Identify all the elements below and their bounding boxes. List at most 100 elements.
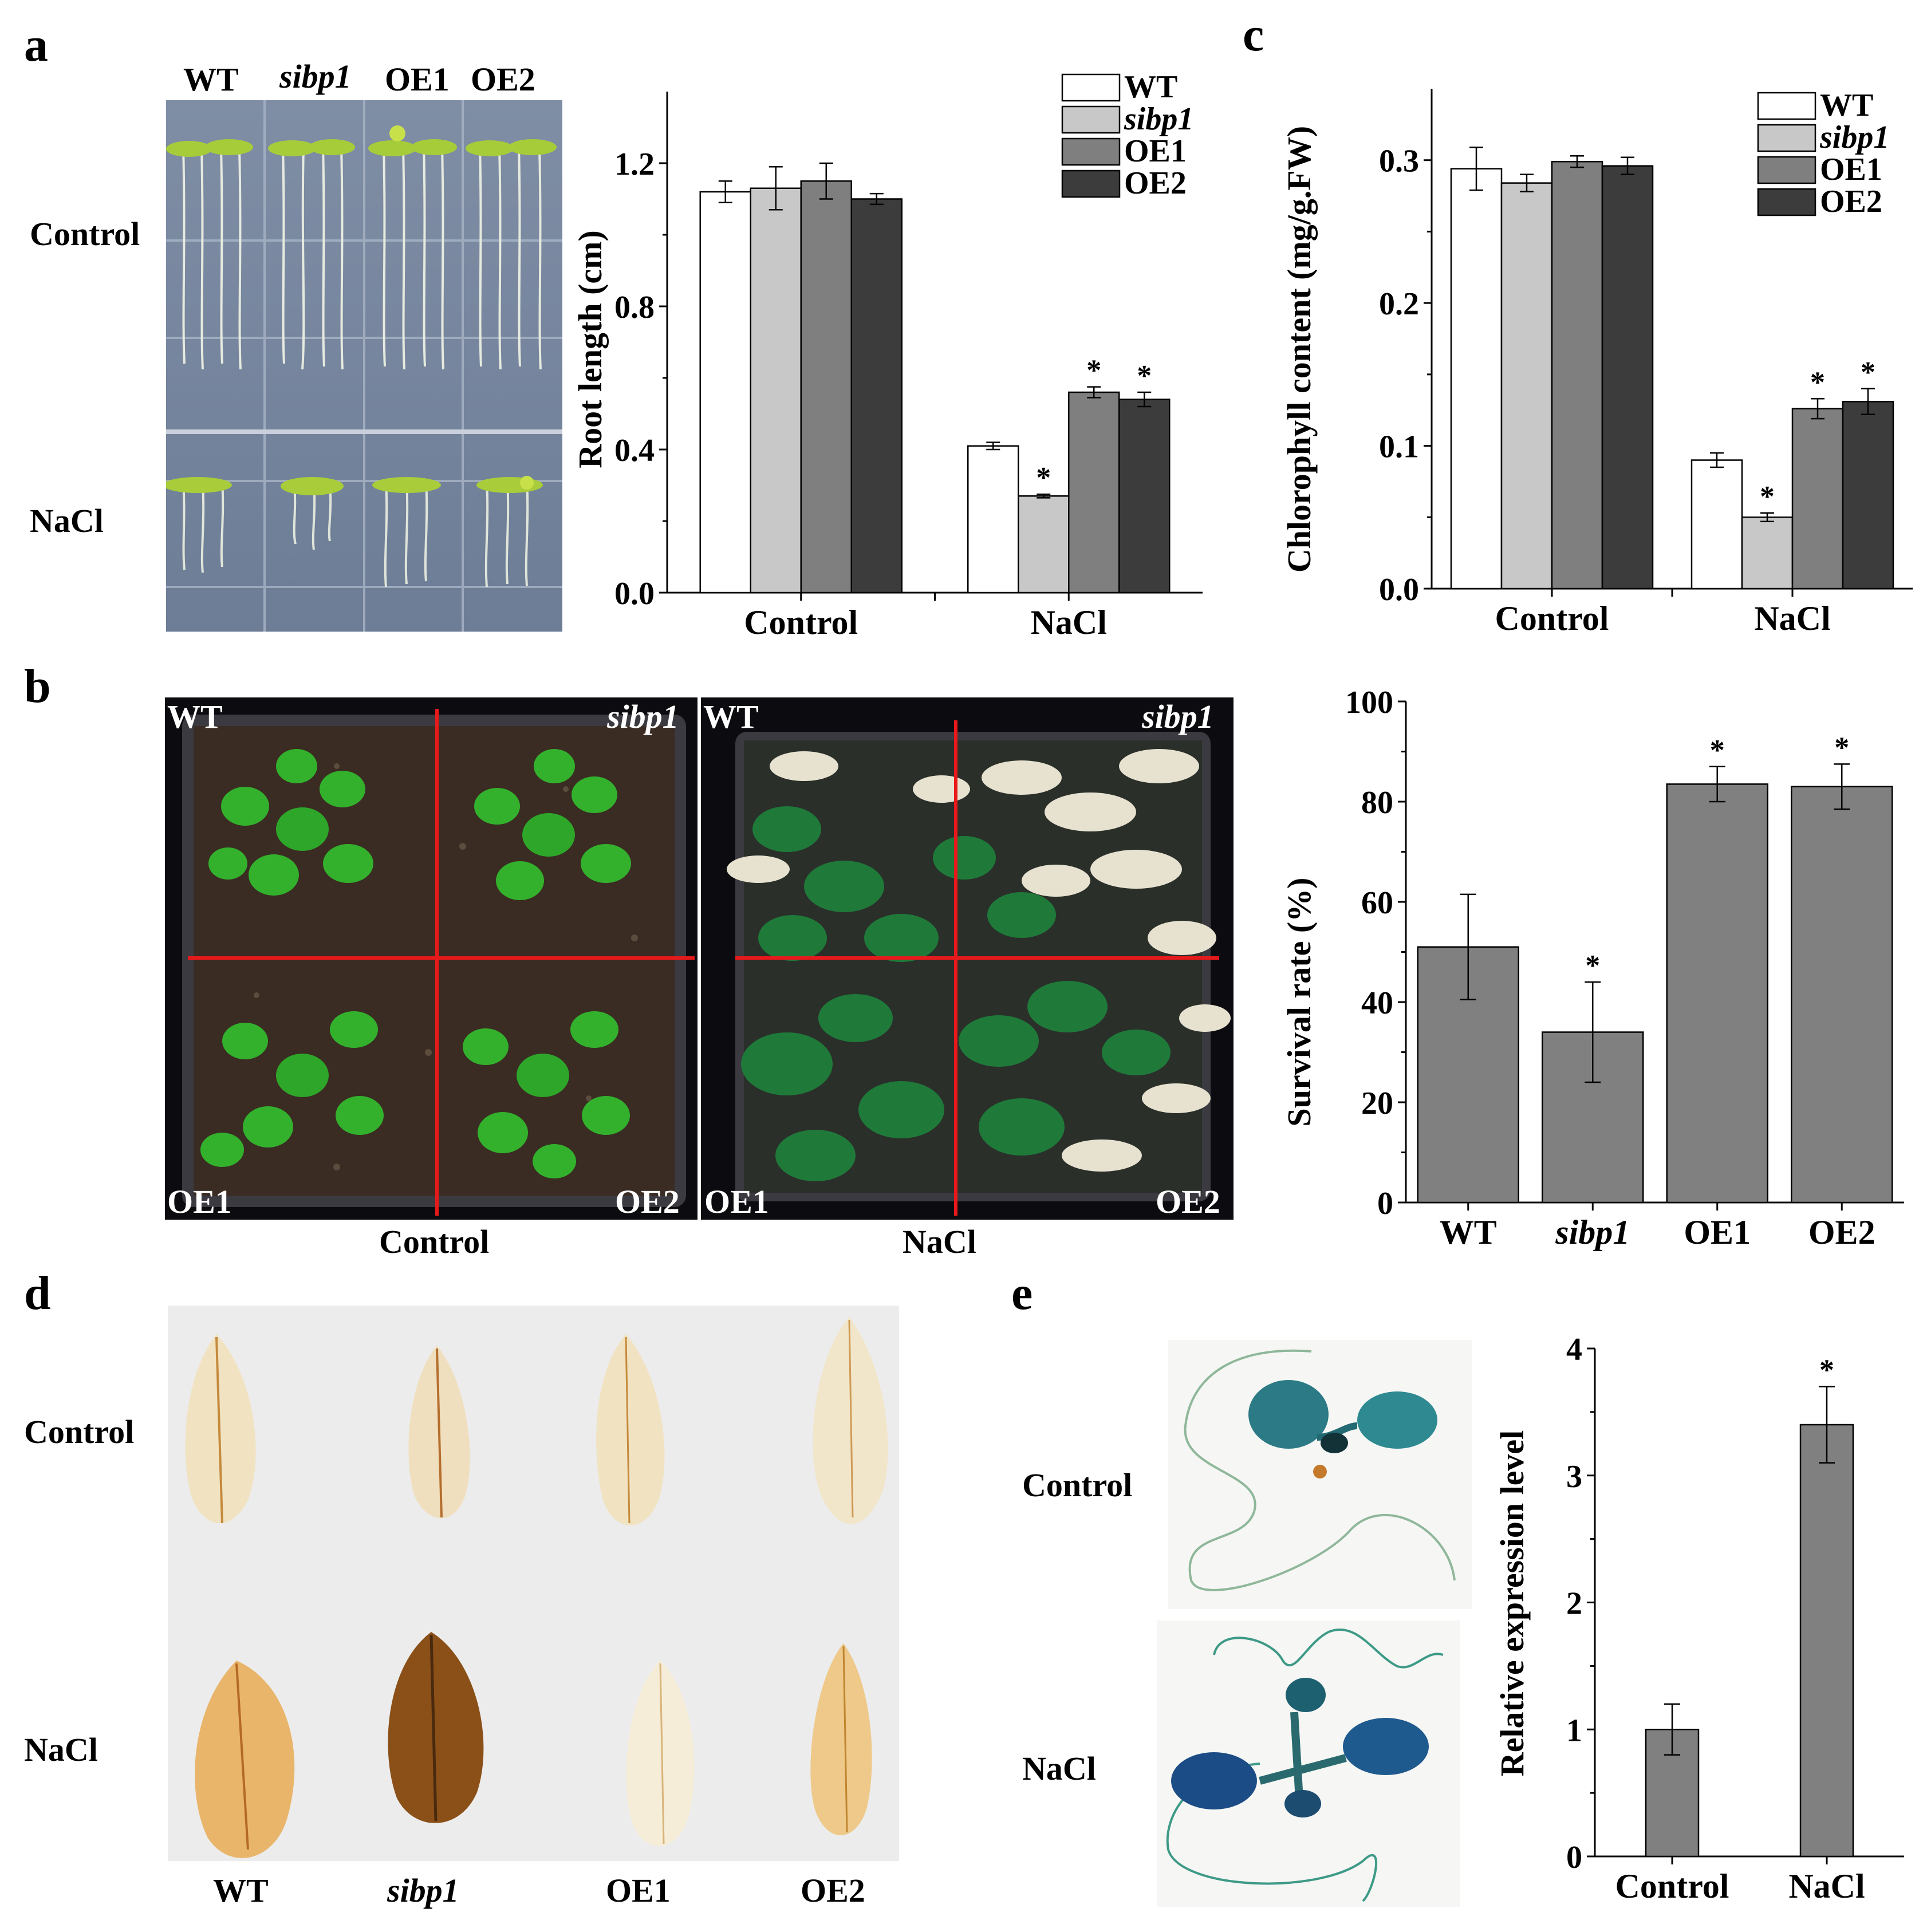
photo-d-col-oe2: OE2 xyxy=(801,1872,865,1909)
root-length-sig-OE1-NaCl: * xyxy=(1086,354,1101,387)
leaf-staining-image xyxy=(168,1306,899,1861)
photo-a-genotype-oe1: OE1 xyxy=(385,61,450,98)
expression-y-tick-label-3: 3 xyxy=(1566,1459,1582,1495)
chlorophyll-legend-label-sibp1: sibp1 xyxy=(1819,120,1889,155)
gus-nacl-image xyxy=(1157,1620,1460,1907)
nacl-tray-label-oe2: OE2 xyxy=(1156,1183,1220,1220)
survival-sig-OE1: * xyxy=(1710,734,1725,767)
chlorophyll-sig-OE2-NaCl: * xyxy=(1861,356,1875,389)
root-length-bar-OE2-NaCl xyxy=(1118,399,1171,594)
photo-d-col-sibp1: sibp1 xyxy=(387,1872,459,1909)
root-length-legend-label-WT: WT xyxy=(1124,69,1177,105)
photo-e-row-control: Control xyxy=(1022,1466,1133,1504)
seedling-plate-image xyxy=(166,100,562,632)
expression-x-label-NaCl: NaCl xyxy=(1788,1867,1865,1905)
photo-d-row-control: Control xyxy=(24,1413,135,1450)
root-length-legend-label-sibp1: sibp1 xyxy=(1124,101,1193,137)
control-tray-label-wt: WT xyxy=(167,698,223,735)
chlorophyll-legend-label-OE1: OE1 xyxy=(1820,152,1882,187)
chlorophyll-y-tick-label-2: 0.2 xyxy=(1379,286,1419,322)
root-length-sig-sibp1-NaCl: * xyxy=(1036,462,1051,494)
nacl-tray-photo xyxy=(701,697,1234,1220)
root-length-bar-OE1-Control xyxy=(800,180,852,594)
survival-x-label-WT: WT xyxy=(1440,1213,1497,1251)
chlorophyll-chart: Chlorophyll content (mg/g.FW) 0.0 0.1 0.2 0… xyxy=(1280,88,1913,637)
nacl-tray-image xyxy=(701,697,1234,1220)
chlorophyll-bar-sibp1-Control xyxy=(1500,182,1553,590)
gus-control-image xyxy=(1168,1340,1472,1609)
chlorophyll-sig-sibp1-NaCl: * xyxy=(1760,480,1775,513)
root-length-y-axis-label: Root length (cm) xyxy=(572,230,609,468)
chlorophyll-legend-label-WT: WT xyxy=(1820,88,1873,123)
chlorophyll-legend-swatch-OE2 xyxy=(1757,188,1816,216)
chlorophyll-legend-swatch-WT xyxy=(1757,92,1816,120)
nacl-tray-label-oe1: OE1 xyxy=(704,1183,769,1220)
survival-sig-OE2: * xyxy=(1834,731,1849,764)
root-length-bar-OE2-Control xyxy=(850,198,903,594)
expression-y-tick-label-0: 0 xyxy=(1566,1840,1582,1875)
root-length-sig-OE2-NaCl: * xyxy=(1137,360,1152,392)
chlorophyll-sig-OE1-NaCl: * xyxy=(1810,366,1825,399)
control-tray-label-sibp1: sibp1 xyxy=(607,698,679,735)
panel-letter-b: b xyxy=(24,660,51,713)
chlorophyll-y-tick-label-0: 0.0 xyxy=(1379,572,1419,608)
root-length-legend-label-OE2: OE2 xyxy=(1124,165,1187,201)
survival-y-tick-label-4: 80 xyxy=(1361,785,1393,821)
chlorophyll-legend-swatch-OE1 xyxy=(1757,156,1816,184)
survival-x-label-OE2: OE2 xyxy=(1808,1213,1875,1251)
root-length-y-tick-label-3: 1.2 xyxy=(614,147,655,182)
root-length-chart: Root length (cm) 0.0 0.4 0.8 1.2 Control * * * N… xyxy=(572,69,1203,641)
photo-d-col-oe1: OE1 xyxy=(606,1872,671,1909)
survival-y-tick-label-0: 0 xyxy=(1377,1186,1393,1221)
nacl-tray-label-wt: WT xyxy=(703,698,759,735)
chlorophyll-legend-label-OE2: OE2 xyxy=(1820,184,1882,219)
control-tray-label-oe1: OE1 xyxy=(167,1183,232,1220)
root-length-bar-sibp1-Control xyxy=(750,187,802,594)
root-length-bar-OE1-NaCl xyxy=(1068,391,1120,594)
photo-a-genotype-sibp1: sibp1 xyxy=(279,58,352,95)
survival-y-tick-label-1: 20 xyxy=(1361,1086,1393,1121)
photo-a-genotype-wt: WT xyxy=(183,61,239,98)
control-tray-image xyxy=(165,697,697,1220)
expression-sig-NaCl: * xyxy=(1819,1354,1834,1387)
chlorophyll-bar-OE2-NaCl xyxy=(1842,400,1894,590)
seedling-plate-photo xyxy=(166,100,562,632)
chlorophyll-legend-swatch-sibp1 xyxy=(1757,124,1816,152)
expression-y-tick-label-4: 4 xyxy=(1566,1332,1582,1367)
chlorophyll-x-label-NaCl: NaCl xyxy=(1754,600,1830,637)
root-length-x-label-NaCl: NaCl xyxy=(1031,604,1107,641)
survival-rate-chart: Survival rate (%) 0 20 40 60 80 100 WT * sibp1 * O… xyxy=(1280,685,1904,1251)
survival-y-tick-label-3: 60 xyxy=(1361,885,1393,921)
survival-x-label-sibp1: sibp1 xyxy=(1555,1213,1630,1251)
chlorophyll-x-label-Control: Control xyxy=(1495,600,1609,637)
nacl-tray-caption: NaCl xyxy=(903,1223,976,1260)
control-tray-caption: Control xyxy=(379,1223,490,1260)
expression-chart: Relative expression level 0 1 2 3 4 Control * N… xyxy=(1493,1332,1904,1905)
nacl-tray-label-sibp1: sibp1 xyxy=(1142,698,1214,735)
survival-bar-OE1 xyxy=(1666,783,1768,1204)
root-length-legend-swatch-sibp1 xyxy=(1061,105,1121,134)
root-length-y-tick-label-1: 0.4 xyxy=(614,433,655,468)
root-length-legend-swatch-WT xyxy=(1061,73,1121,102)
root-length-bar-WT-NaCl xyxy=(967,445,1019,594)
expression-bar-NaCl xyxy=(1799,1424,1854,1858)
gus-control-photo xyxy=(1168,1340,1472,1609)
root-length-y-tick-label-2: 0.8 xyxy=(614,290,655,325)
control-tray-label-oe2: OE2 xyxy=(615,1183,680,1220)
photo-a-row-nacl: NaCl xyxy=(30,502,104,539)
root-length-y-tick-label-0: 0.0 xyxy=(614,576,655,612)
chlorophyll-bar-OE1-NaCl xyxy=(1791,408,1844,590)
photo-e-row-nacl: NaCl xyxy=(1022,1750,1096,1787)
root-length-bar-WT-Control xyxy=(699,191,751,594)
leaf-staining-photo xyxy=(168,1306,899,1861)
expression-y-tick-label-2: 2 xyxy=(1566,1586,1582,1622)
survival-y-axis-label: Survival rate (%) xyxy=(1280,878,1318,1127)
chlorophyll-y-tick-label-1: 0.1 xyxy=(1379,429,1419,465)
chlorophyll-bar-WT-NaCl xyxy=(1690,459,1743,590)
chlorophyll-bar-OE2-Control xyxy=(1601,165,1654,590)
expression-y-axis-label: Relative expression level xyxy=(1493,1430,1531,1777)
expression-x-label-Control: Control xyxy=(1615,1867,1729,1905)
root-length-legend-swatch-OE2 xyxy=(1061,169,1121,198)
expression-y-tick-label-1: 1 xyxy=(1566,1713,1582,1748)
chlorophyll-y-tick-label-3: 0.3 xyxy=(1379,144,1419,179)
